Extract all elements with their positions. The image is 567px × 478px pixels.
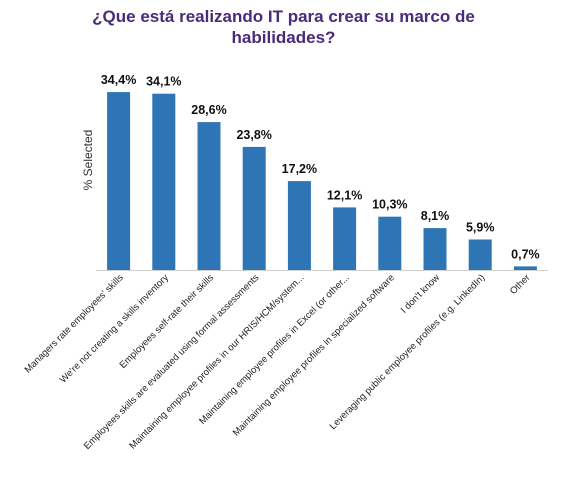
- chart-title-line-2: habilidades?: [231, 28, 336, 47]
- category-label: Other: [508, 272, 533, 297]
- data-label: 5,9%: [466, 221, 495, 235]
- data-label: 12,1%: [327, 188, 362, 202]
- data-label: 17,2%: [282, 162, 317, 176]
- bar: [423, 228, 447, 270]
- data-label: 23,8%: [236, 128, 271, 142]
- y-axis-title: % Selected: [81, 130, 95, 191]
- bar: [197, 122, 221, 270]
- category-label: Maintaining employee profiles in special…: [231, 272, 397, 438]
- category-label: Maintaining employee profiles in our HRI…: [127, 272, 306, 451]
- bar: [107, 92, 131, 270]
- plot-area: 34,4%Managers rate employees' skills34,1…: [23, 73, 548, 452]
- data-label: 10,3%: [372, 198, 407, 212]
- data-label: 8,1%: [421, 209, 450, 223]
- chart-title-line-1: ¿Que está realizando IT para crear su ma…: [92, 7, 475, 26]
- bar: [287, 181, 311, 270]
- bar: [242, 146, 266, 270]
- bar: [333, 207, 357, 270]
- bar: [152, 93, 176, 270]
- data-label: 0,7%: [511, 247, 540, 261]
- category-label: Employees skills are evaluated using for…: [82, 272, 262, 452]
- chart-title: ¿Que está realizando IT para crear su ma…: [0, 6, 567, 48]
- data-label: 34,1%: [146, 75, 181, 89]
- category-label: Employees self-rate their skills: [118, 272, 217, 371]
- category-label: Leveraging public employee profiles (e.g…: [328, 272, 488, 432]
- data-label: 34,4%: [101, 73, 136, 87]
- bar: [378, 216, 402, 270]
- category-label: I don't know: [399, 272, 443, 316]
- data-label: 28,6%: [191, 103, 226, 117]
- bar: [513, 266, 537, 270]
- bar: [468, 239, 492, 270]
